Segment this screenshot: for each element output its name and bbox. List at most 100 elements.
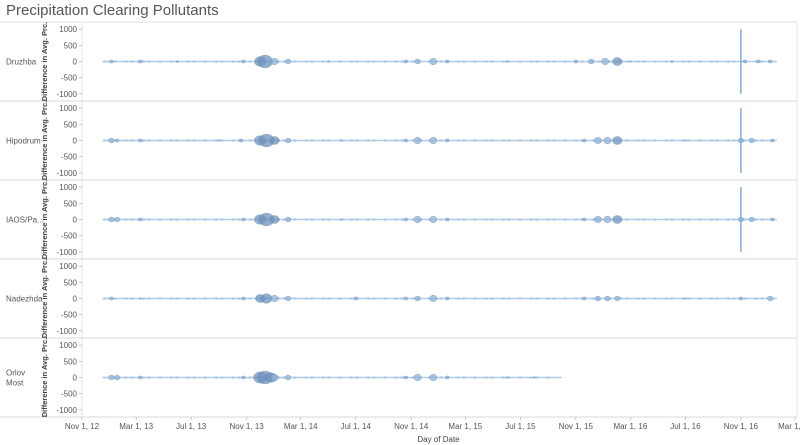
minor-point [490,60,494,63]
minor-point [383,297,387,300]
minor-point [518,376,522,379]
minor-point [366,218,370,221]
minor-point [321,218,325,221]
minor-point [698,139,702,142]
minor-point [282,376,286,379]
minor-point [124,139,128,142]
minor-point [546,297,550,300]
minor-point [698,60,702,63]
minor-point [124,376,128,379]
minor-point [726,139,730,142]
data-point [239,138,244,143]
minor-point [439,297,443,300]
minor-point [529,60,533,63]
minor-point [203,376,207,379]
data-point [260,293,273,304]
minor-point [574,218,578,221]
data-point [594,295,602,302]
y-tick-label: 0 [73,58,78,67]
minor-point [501,376,505,379]
minor-point [147,60,151,63]
minor-point [552,297,556,300]
minor-point [321,376,325,379]
minor-point [214,139,218,142]
minor-point [732,218,736,221]
minor-point [169,218,173,221]
minor-point [310,297,314,300]
minor-point [237,376,241,379]
minor-point [147,218,151,221]
minor-point [355,60,359,63]
minor-point [186,139,190,142]
y-tick-label: -500 [61,232,78,241]
minor-point [456,218,460,221]
minor-point [518,60,522,63]
minor-point [732,139,736,142]
minor-point [760,297,764,300]
minor-point [214,376,218,379]
data-point [413,374,422,381]
data-point [748,137,755,144]
data-point [341,218,344,221]
minor-point [231,376,235,379]
minor-point [231,218,235,221]
data-point [403,217,408,222]
minor-point [743,218,747,221]
x-tick-label: Nov 1, 13 [229,422,264,431]
row-label: Orlov [6,369,25,378]
y-tick-label: 1000 [59,341,77,350]
x-tick-label: Nov 1, 15 [559,422,594,431]
data-point [284,216,292,223]
data-point [533,376,536,379]
minor-point [192,297,196,300]
data-point [604,295,611,302]
minor-point [760,60,764,63]
y-tick-label: 500 [64,120,78,129]
minor-point [709,297,713,300]
data-point [429,374,438,381]
minor-point [642,297,646,300]
minor-point [310,218,314,221]
minor-point [203,139,207,142]
minor-point [681,218,685,221]
minor-point [715,139,719,142]
x-tick-label: Nov 1, 16 [724,422,759,431]
data-point [429,216,438,223]
minor-point [394,218,398,221]
minor-point [102,376,106,379]
y-tick-label: 1000 [59,262,77,271]
data-point [403,138,408,143]
data-point [429,58,438,65]
minor-point [743,139,747,142]
minor-point [366,376,370,379]
minor-point [349,376,353,379]
minor-point [670,218,674,221]
y-tick-label: -1000 [57,169,78,178]
minor-point [687,297,691,300]
minor-point [237,60,241,63]
minor-point [321,139,325,142]
minor-point [158,297,162,300]
minor-point [203,218,207,221]
x-tick-label: Jul 1, 15 [505,422,536,431]
x-tick-label: Jul 1, 16 [670,422,701,431]
minor-point [518,297,522,300]
data-point [445,375,450,380]
data-point [115,138,120,143]
minor-point [726,60,730,63]
row-label: IAOS/Pa... [6,216,44,225]
data-point [270,374,279,381]
data-point [414,58,421,65]
minor-point [642,60,646,63]
minor-point [580,60,584,63]
minor-point [653,297,657,300]
minor-point [507,297,511,300]
minor-point [518,139,522,142]
minor-point [372,376,376,379]
minor-point [304,139,308,142]
data-point [269,215,280,224]
data-point [108,216,115,223]
data-point [601,58,610,65]
data-point [445,296,450,301]
y-tick-label: -500 [61,390,78,399]
